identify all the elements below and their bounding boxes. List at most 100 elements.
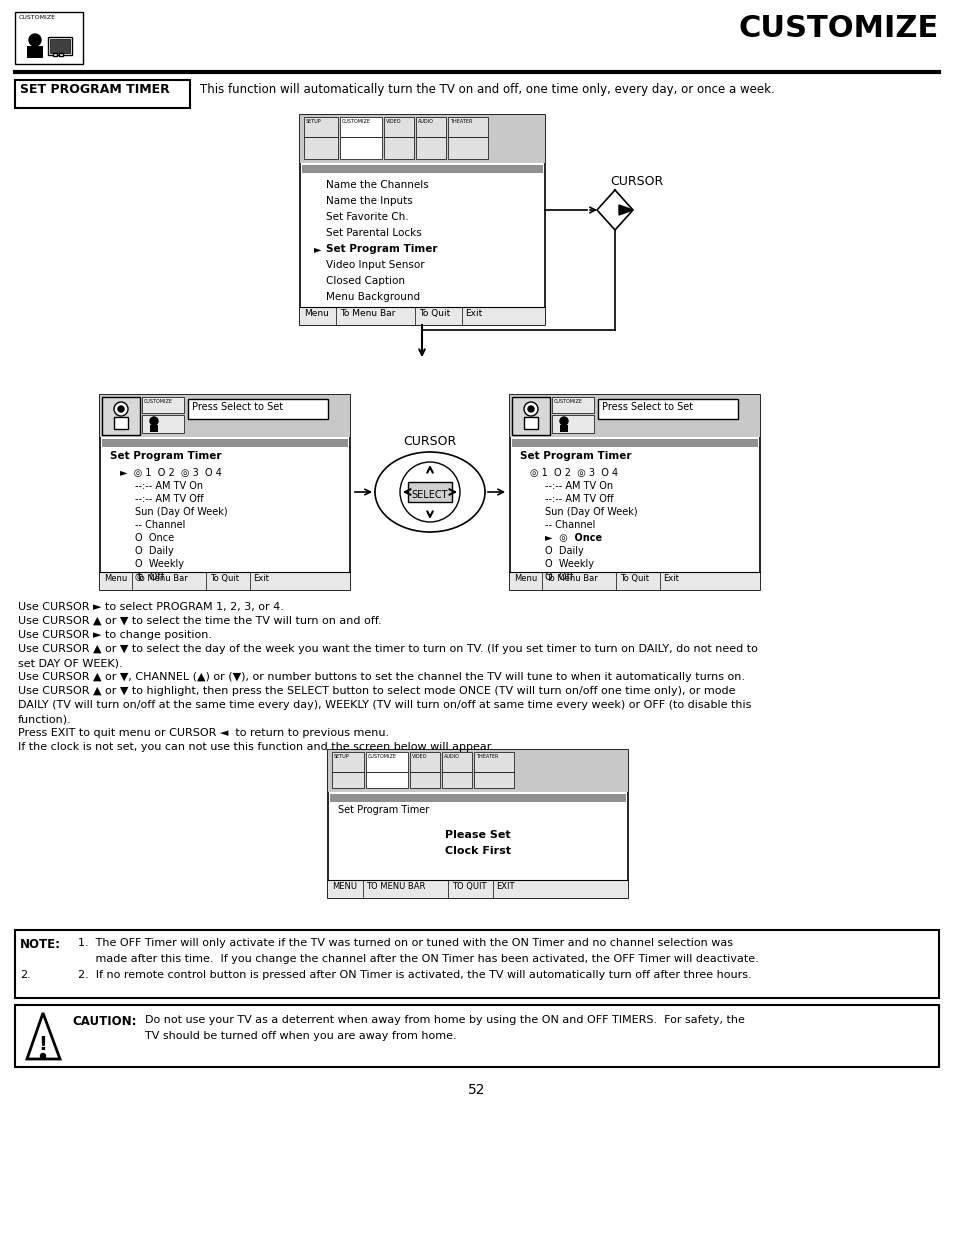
Text: CUSTOMIZE: CUSTOMIZE [738, 14, 938, 43]
Bar [332, 772, 364, 788]
Text: O  Daily: O Daily [135, 546, 173, 556]
Text: To Menu Bar: To Menu Bar [545, 574, 598, 583]
Bar [366, 772, 408, 788]
Text: AUDIO: AUDIO [417, 119, 434, 124]
Bar [142, 396, 184, 412]
Text: Use CURSOR ▲ or ▼ to select the day of the week you want the timer to turn on TV: Use CURSOR ▲ or ▼ to select the day of t… [18, 643, 757, 655]
Text: NOTE:: NOTE: [20, 939, 61, 951]
Circle shape [40, 1053, 46, 1058]
Bar [339, 137, 381, 159]
Polygon shape [618, 205, 633, 215]
Text: Menu: Menu [304, 309, 329, 317]
Bar [299, 308, 544, 325]
Bar [15, 930, 938, 998]
Text: O  Once: O Once [135, 534, 174, 543]
Text: Video Input Sensor: Video Input Sensor [326, 261, 424, 270]
Text: Sun (Day Of Week): Sun (Day Of Week) [135, 508, 228, 517]
Text: Set Favorite Ch.: Set Favorite Ch. [326, 212, 408, 222]
Text: -- Channel: -- Channel [544, 520, 595, 530]
Text: Menu: Menu [514, 574, 537, 583]
Bar [441, 772, 472, 788]
Bar [552, 415, 594, 433]
Bar [100, 395, 350, 437]
Bar [15, 12, 83, 64]
Text: Set Program Timer: Set Program Timer [326, 245, 437, 254]
Text: function).: function). [18, 714, 71, 724]
Text: SETUP: SETUP [334, 755, 349, 760]
Text: CURSOR: CURSOR [403, 435, 456, 448]
Bar [332, 752, 364, 772]
Text: -- Channel: -- Channel [135, 520, 185, 530]
Bar [328, 881, 627, 898]
Text: !: ! [38, 1035, 48, 1053]
Bar [366, 752, 408, 772]
Text: CUSTOMIZE: CUSTOMIZE [19, 15, 56, 20]
Text: ◎  Off: ◎ Off [135, 572, 164, 582]
Text: SETUP: SETUP [306, 119, 321, 124]
Bar [384, 117, 414, 137]
Bar [559, 425, 567, 432]
Bar [100, 572, 350, 590]
Text: To Menu Bar: To Menu Bar [136, 574, 188, 583]
Text: 2.: 2. [20, 969, 30, 981]
Text: EXIT: EXIT [496, 882, 514, 890]
Text: CURSOR: CURSOR [609, 175, 662, 188]
Text: Menu Background: Menu Background [326, 291, 419, 303]
Text: Use CURSOR ► to select PROGRAM 1, 2, 3, or 4.: Use CURSOR ► to select PROGRAM 1, 2, 3, … [18, 601, 284, 613]
Bar [59, 53, 63, 56]
Text: Closed Caption: Closed Caption [326, 275, 405, 287]
Text: This function will automatically turn the TV on and off, one time only, every da: This function will automatically turn th… [200, 83, 774, 96]
Bar [328, 750, 627, 792]
Bar [302, 165, 542, 173]
Text: To Menu Bar: To Menu Bar [339, 309, 395, 317]
Bar [339, 117, 381, 137]
Bar [416, 117, 446, 137]
Text: set DAY OF WEEK).: set DAY OF WEEK). [18, 658, 123, 668]
Bar [408, 482, 452, 501]
Bar [523, 417, 537, 429]
Text: Press EXIT to quit menu or CURSOR ◄  to return to previous menu.: Press EXIT to quit menu or CURSOR ◄ to r… [18, 727, 389, 739]
Bar [142, 415, 184, 433]
Text: To Quit: To Quit [418, 309, 450, 317]
Bar [598, 399, 738, 419]
Text: 1.  The OFF Timer will only activate if the TV was turned on or tuned with the O: 1. The OFF Timer will only activate if t… [78, 939, 732, 948]
Bar [48, 37, 71, 56]
Circle shape [559, 417, 567, 425]
Bar [330, 794, 625, 802]
Bar [512, 438, 758, 447]
Text: O  Weekly: O Weekly [544, 559, 594, 569]
Text: CUSTOMIZE: CUSTOMIZE [554, 399, 582, 404]
Text: Press Select to Set: Press Select to Set [601, 403, 693, 412]
Bar [510, 572, 760, 590]
Bar [299, 115, 544, 325]
Text: CUSTOMIZE: CUSTOMIZE [144, 399, 172, 404]
Text: SELECT: SELECT [412, 490, 448, 500]
Text: DAILY (TV will turn on/off at the same time every day), WEEKLY (TV will turn on/: DAILY (TV will turn on/off at the same t… [18, 700, 751, 710]
Text: ►: ► [314, 245, 321, 254]
Bar [304, 117, 337, 137]
Text: Clock First: Clock First [444, 846, 511, 856]
Bar [552, 396, 594, 412]
Text: Use CURSOR ▲ or ▼, CHANNEL (▲) or (▼), or number buttons to set the channel the : Use CURSOR ▲ or ▼, CHANNEL (▲) or (▼), o… [18, 672, 744, 682]
Bar [384, 137, 414, 159]
Text: MENU: MENU [332, 882, 356, 890]
Text: Exit: Exit [464, 309, 482, 317]
Bar [416, 137, 446, 159]
Circle shape [113, 403, 128, 416]
Text: ◎ 1  O 2  ◎ 3  O 4: ◎ 1 O 2 ◎ 3 O 4 [530, 468, 618, 478]
Bar [510, 395, 760, 590]
Text: --:-- AM TV Off: --:-- AM TV Off [544, 494, 613, 504]
Circle shape [118, 406, 124, 412]
Bar [299, 115, 544, 163]
Text: TV should be turned off when you are away from home.: TV should be turned off when you are awa… [145, 1031, 456, 1041]
Text: ►  ◎  Once: ► ◎ Once [544, 534, 601, 543]
Bar [102, 396, 140, 435]
Bar [102, 438, 348, 447]
Circle shape [523, 403, 537, 416]
Text: --:-- AM TV On: --:-- AM TV On [135, 480, 203, 492]
Text: Name the Channels: Name the Channels [326, 180, 428, 190]
Text: ►  ◎ 1  O 2  ◎ 3  O 4: ► ◎ 1 O 2 ◎ 3 O 4 [120, 468, 222, 478]
Bar [512, 396, 550, 435]
Text: CUSTOMIZE: CUSTOMIZE [341, 119, 371, 124]
Circle shape [527, 406, 534, 412]
